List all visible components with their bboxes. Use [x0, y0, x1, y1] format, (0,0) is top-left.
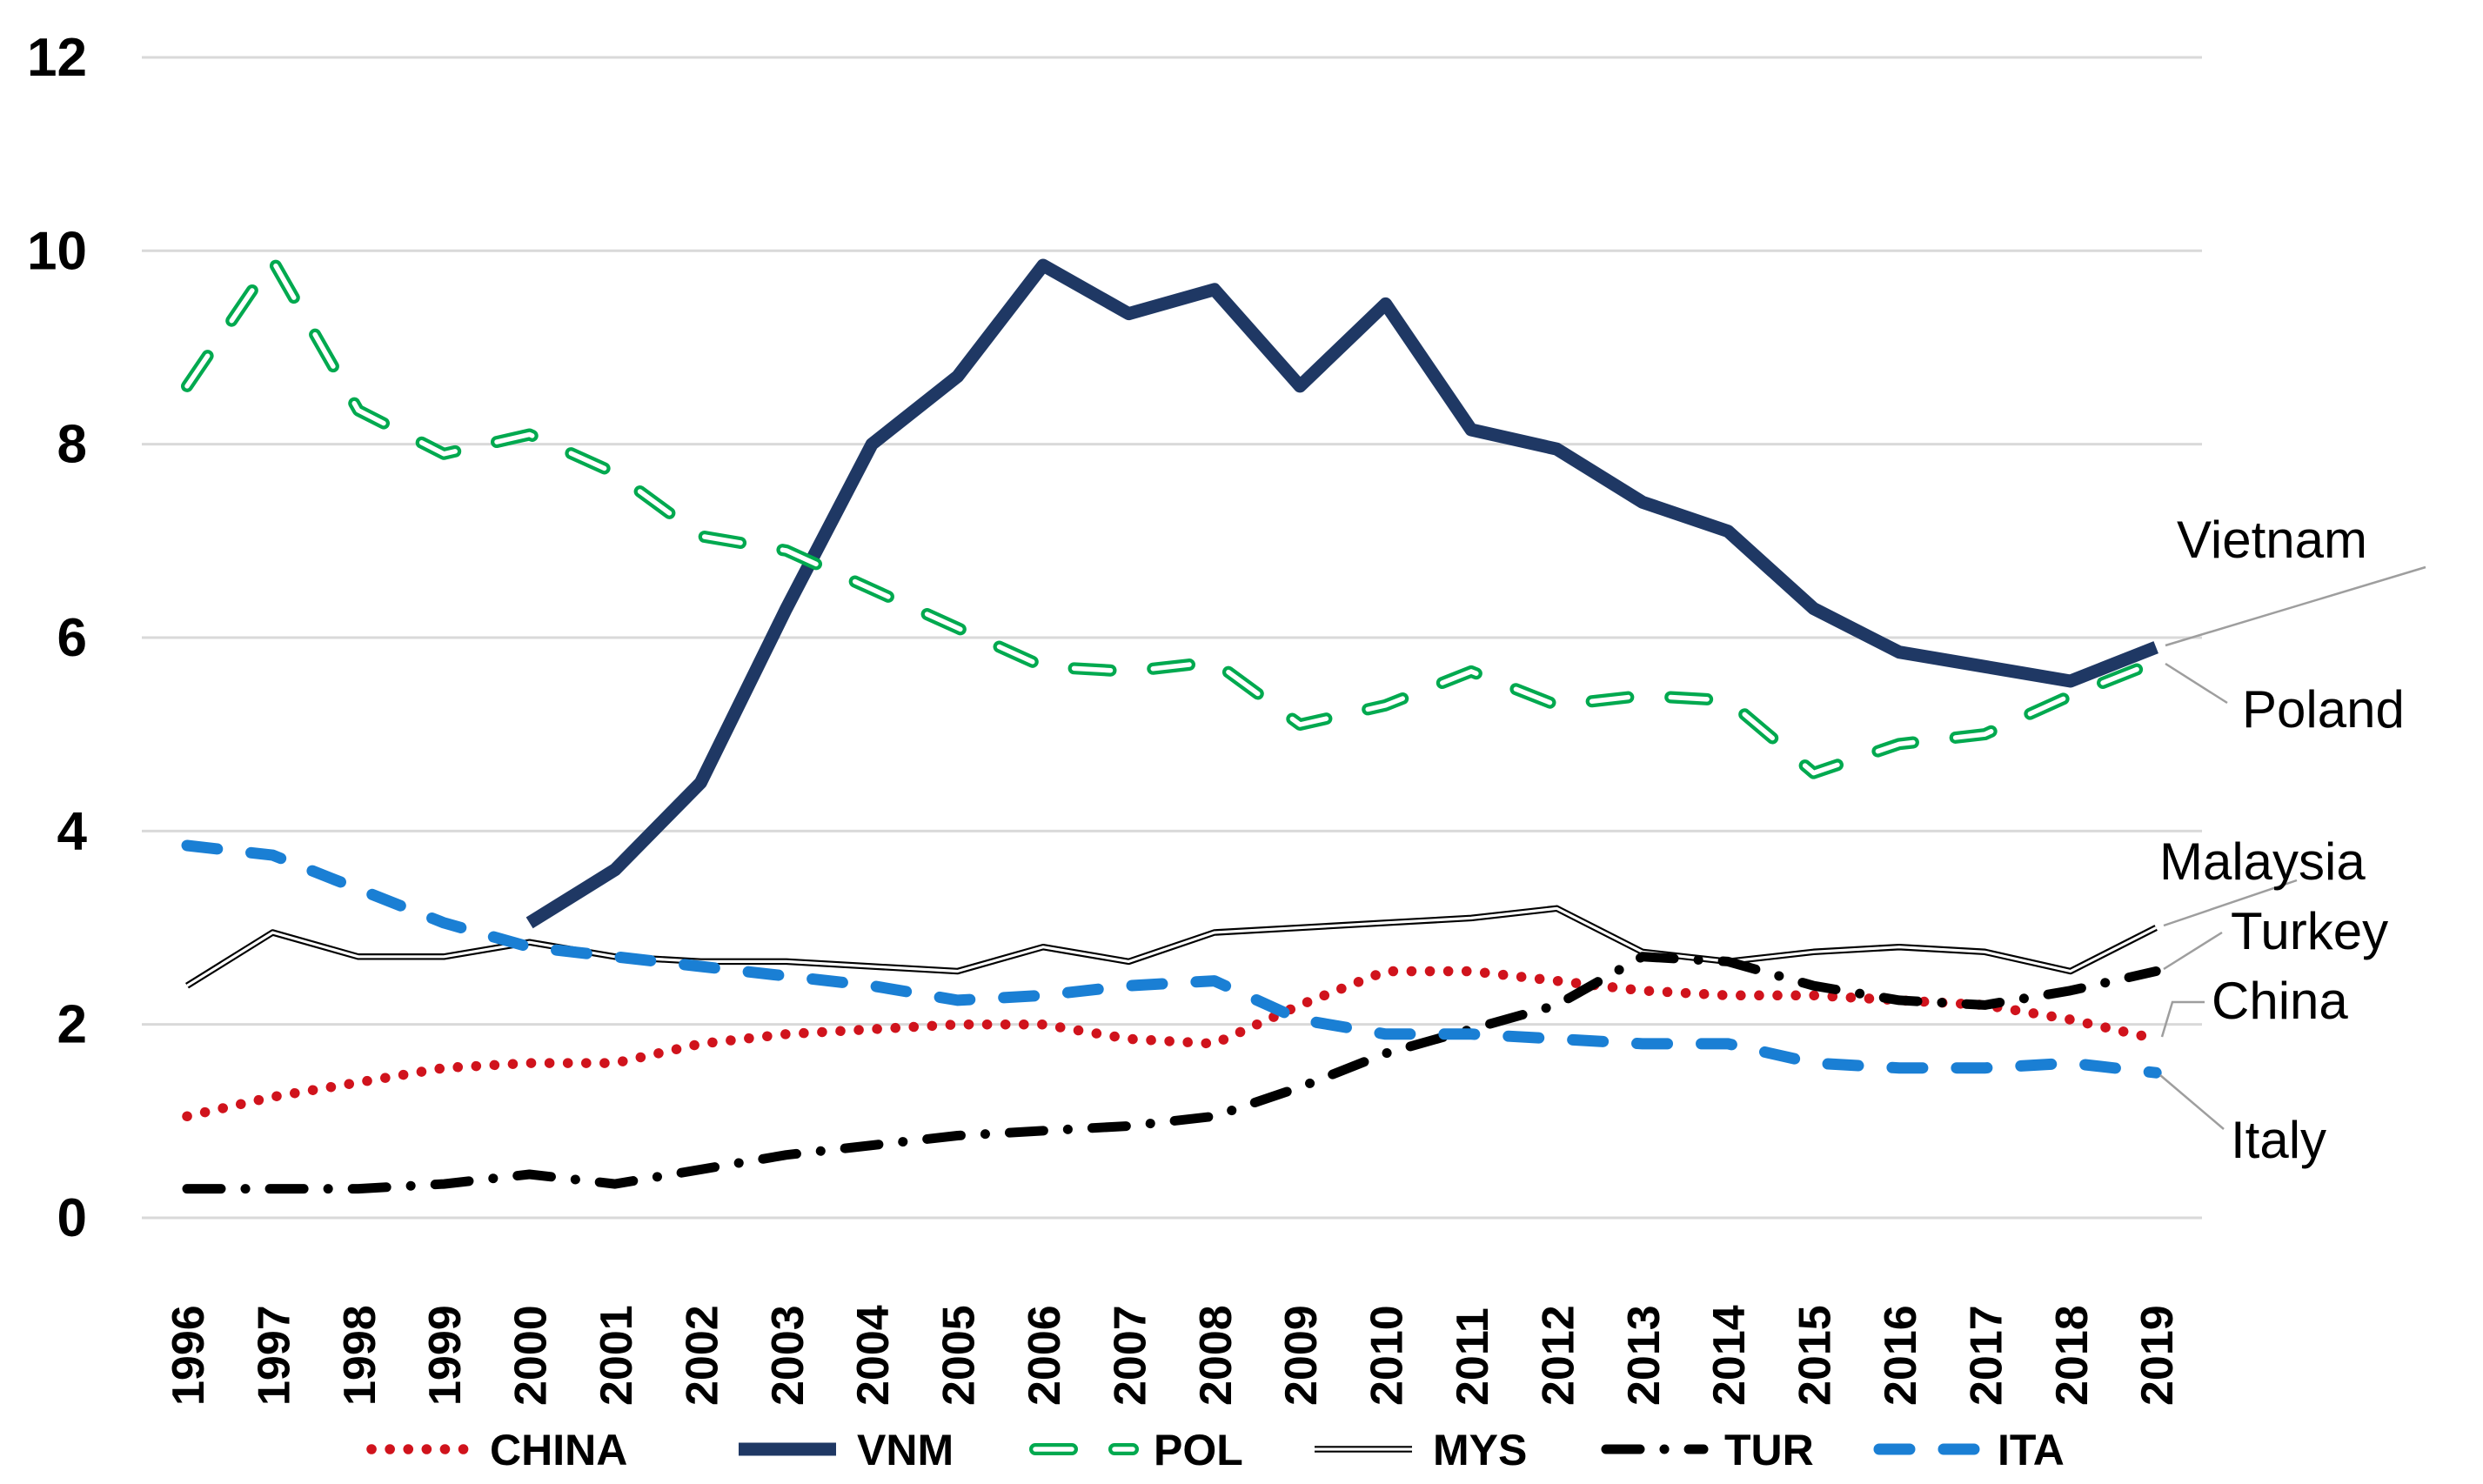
legend-label-mys: MYS — [1433, 1426, 1527, 1474]
series-annotations: China Vietnam Poland Malaysia Turkey Italy — [2159, 511, 2426, 1169]
legend-label-china: CHINA — [490, 1426, 627, 1474]
legend-item-mys: MYS — [1315, 1426, 1527, 1474]
annotation-label-vietnam: Vietnam — [2177, 511, 2367, 569]
x-tick-label: 2006 — [1020, 1305, 1070, 1406]
x-tick-label: 2005 — [934, 1305, 985, 1406]
legend-label-tur: TUR — [1724, 1426, 1814, 1474]
x-tick-label: 2007 — [1105, 1305, 1155, 1406]
x-tick-label: 2001 — [592, 1305, 642, 1406]
x-tick-label: 1999 — [420, 1305, 471, 1406]
y-tick-label: 12 — [27, 28, 87, 88]
x-tick-label: 2018 — [2047, 1305, 2098, 1406]
x-tick-label: 2015 — [1790, 1305, 1841, 1406]
series-lines — [181, 254, 2163, 1194]
legend: CHINA VNM POL MYS TUR ITA — [366, 1426, 2065, 1474]
x-tick-label: 1996 — [164, 1305, 214, 1406]
x-tick-label: 2004 — [848, 1305, 899, 1406]
annotation-leader-line — [2165, 565, 2426, 647]
annotation-label-turkey: Turkey — [2231, 902, 2388, 960]
x-tick-label: 1997 — [249, 1305, 299, 1406]
series-line-vnm — [525, 258, 2158, 929]
legend-item-tur: TUR — [1601, 1426, 1814, 1474]
annotation-leader-line — [2165, 662, 2228, 705]
legend-item-china: CHINA — [366, 1426, 627, 1474]
legend-item-ita: ITA — [1873, 1426, 2065, 1474]
y-tick-label: 8 — [57, 415, 87, 475]
series-line-tur — [182, 952, 2161, 1194]
x-tick-label: 2012 — [1533, 1305, 1583, 1406]
x-tick-label: 2014 — [1704, 1305, 1755, 1406]
x-tick-label: 2016 — [1876, 1305, 1926, 1406]
annotation-leader-line — [2160, 1000, 2205, 1038]
x-tick-label: 2019 — [2132, 1305, 2183, 1406]
y-tick-label: 6 — [57, 608, 87, 668]
x-tick-label: 2002 — [677, 1305, 727, 1406]
y-tick-label: 4 — [57, 801, 88, 861]
annotation-label-italy: Italy — [2231, 1111, 2326, 1169]
y-tick-label: 0 — [57, 1188, 87, 1248]
y-tick-label: 10 — [27, 221, 87, 281]
y-axis-tick-labels: 0 2 4 6 8 10 12 — [27, 28, 87, 1248]
x-tick-label: 2017 — [1961, 1305, 2011, 1406]
gridlines — [142, 56, 2202, 1220]
series-line-ita — [181, 839, 2162, 1079]
annotation-leader-line — [2163, 931, 2223, 971]
x-tick-label: 1998 — [335, 1305, 385, 1406]
annotation-label-malaysia: Malaysia — [2159, 832, 2366, 891]
x-axis-tick-labels: 1996 1997 1998 1999 2000 2001 2002 2003 2004 2005… — [164, 1305, 2183, 1406]
series-line-china — [182, 966, 2161, 1122]
x-tick-label: 2000 — [506, 1305, 557, 1406]
legend-item-pol: POL — [1029, 1426, 1243, 1474]
annotation-leader-line — [2159, 1074, 2225, 1130]
x-tick-label: 2013 — [1619, 1305, 1670, 1406]
annotation-label-poland: Poland — [2242, 680, 2405, 739]
x-tick-label: 2010 — [1362, 1305, 1413, 1406]
series-line-pol-core — [184, 257, 2158, 776]
x-tick-label: 2003 — [763, 1305, 813, 1406]
x-tick-label: 2008 — [1191, 1305, 1242, 1406]
annotation-leader-line — [2163, 879, 2298, 927]
x-tick-label: 2011 — [1448, 1307, 1498, 1406]
legend-label-pol: POL — [1154, 1426, 1243, 1474]
legend-item-vnm: VNM — [739, 1426, 954, 1474]
legend-label-vnm: VNM — [857, 1426, 954, 1474]
series-line-pol — [181, 254, 2163, 779]
legend-label-ita: ITA — [1998, 1426, 2065, 1474]
x-tick-label: 2009 — [1276, 1305, 1327, 1406]
annotation-label-china: China — [2212, 972, 2348, 1030]
y-tick-label: 2 — [57, 995, 87, 1055]
